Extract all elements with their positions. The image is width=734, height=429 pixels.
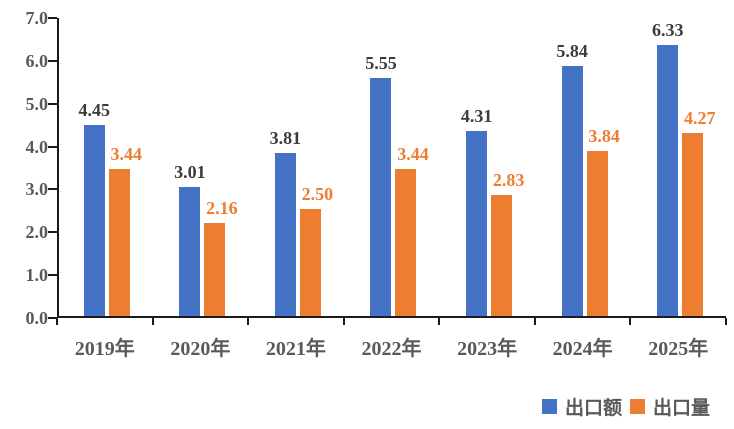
y-axis-tick-label: 0.0 (25, 308, 49, 328)
x-axis-label: 2024年 (552, 338, 613, 360)
bar-export-volume (299, 208, 321, 316)
bar-value-label-export-value: 3.01 (174, 162, 206, 182)
bar-export-volume (682, 133, 704, 316)
bar-export-volume (491, 194, 513, 316)
x-axis-tick-mark (629, 318, 632, 325)
bar-value-label-export-value: 5.84 (556, 40, 588, 61)
bar-value-label-export-volume: 2.16 (206, 198, 238, 219)
x-axis-label: 2022年 (361, 338, 422, 360)
x-axis-label: 2025年 (648, 338, 709, 360)
bar-value-label-export-volume: 2.83 (492, 169, 525, 190)
y-axis-tick-label: 5.0 (25, 93, 49, 114)
category-group: 3.01 2.16 (155, 18, 251, 316)
category-group: 4.31 2.83 (441, 18, 537, 316)
bar-value-label-export-value: 3.81 (269, 127, 302, 148)
y-axis-tick-mark (48, 188, 57, 191)
plot-area: 4.45 3.44 3.01 2.16 3.81 2.50 5.55 3.44 4.31 2.83… (57, 18, 726, 318)
bar-export-value (83, 125, 105, 316)
bar-value-label-export-volume: 4.27 (683, 108, 716, 128)
x-axis-label: 2020年 (170, 338, 231, 360)
category-group: 4.45 3.44 (59, 18, 155, 316)
x-axis-tick-mark (151, 318, 154, 325)
legend-swatch-export-value (541, 399, 557, 414)
x-axis-tick-mark (56, 318, 58, 325)
bar-value-label-export-value: 6.33 (651, 19, 684, 40)
bar-value-label-export-value: 4.45 (78, 100, 111, 121)
y-axis-tick-mark (48, 59, 57, 62)
bar-export-volume (204, 223, 226, 316)
x-axis-label: 2021年 (265, 338, 326, 360)
x-axis-tick-mark (725, 318, 727, 325)
category-group: 3.81 2.50 (250, 18, 346, 316)
legend-label-export-value: 出口额 (564, 398, 622, 419)
category-group: 6.33 4.27 (632, 18, 728, 316)
bar-value-label-export-volume: 3.44 (110, 143, 143, 164)
legend-item-export-value: 出口额 (541, 393, 622, 420)
bar-export-volume (395, 168, 417, 316)
bar-export-volume (586, 151, 608, 316)
bar-export-value (179, 187, 201, 316)
x-axis-label: 2023年 (457, 338, 518, 360)
y-axis-tick-mark (48, 102, 57, 105)
y-axis-tick-label: 2.0 (25, 222, 49, 243)
bar-value-label-export-value: 5.55 (365, 53, 397, 74)
x-axis-label: 2019年 (74, 338, 135, 360)
x-axis-tick-mark (342, 318, 345, 325)
legend-item-export-volume: 出口量 (629, 393, 710, 420)
category-group: 5.55 3.44 (346, 18, 442, 316)
bar-value-label-export-value: 4.31 (460, 106, 493, 127)
bar-export-value (657, 44, 679, 316)
y-axis-tick-mark (48, 17, 57, 19)
y-axis-tick-mark (48, 317, 57, 319)
y-axis-tick-mark (48, 145, 57, 148)
y-axis-tick-label: 7.0 (25, 8, 49, 28)
bar-value-label-export-volume: 3.84 (588, 126, 620, 147)
x-axis-tick-mark (438, 318, 441, 325)
bar-export-volume (108, 168, 130, 316)
bar-export-value (561, 65, 583, 316)
legend: 出口额 出口量 (0, 393, 710, 420)
legend-swatch-export-volume (629, 399, 645, 414)
category-group: 5.84 3.84 (537, 18, 633, 316)
y-axis-tick-label: 6.0 (25, 50, 49, 71)
y-axis-tick-label: 1.0 (25, 265, 49, 286)
bar-export-value (370, 78, 392, 316)
x-axis-tick-mark (533, 318, 536, 325)
y-axis-tick-mark (48, 231, 57, 234)
bar-export-value (466, 131, 488, 316)
bar-value-label-export-volume: 3.44 (397, 143, 429, 164)
legend-label-export-volume: 出口量 (652, 398, 710, 419)
y-axis-tick-label: 3.0 (25, 179, 49, 200)
y-axis-tick-mark (48, 274, 57, 277)
y-axis-tick-label: 4.0 (25, 136, 49, 157)
x-axis-tick-mark (247, 318, 250, 325)
bar-export-value (274, 152, 296, 316)
bar-value-label-export-volume: 2.50 (301, 183, 334, 204)
